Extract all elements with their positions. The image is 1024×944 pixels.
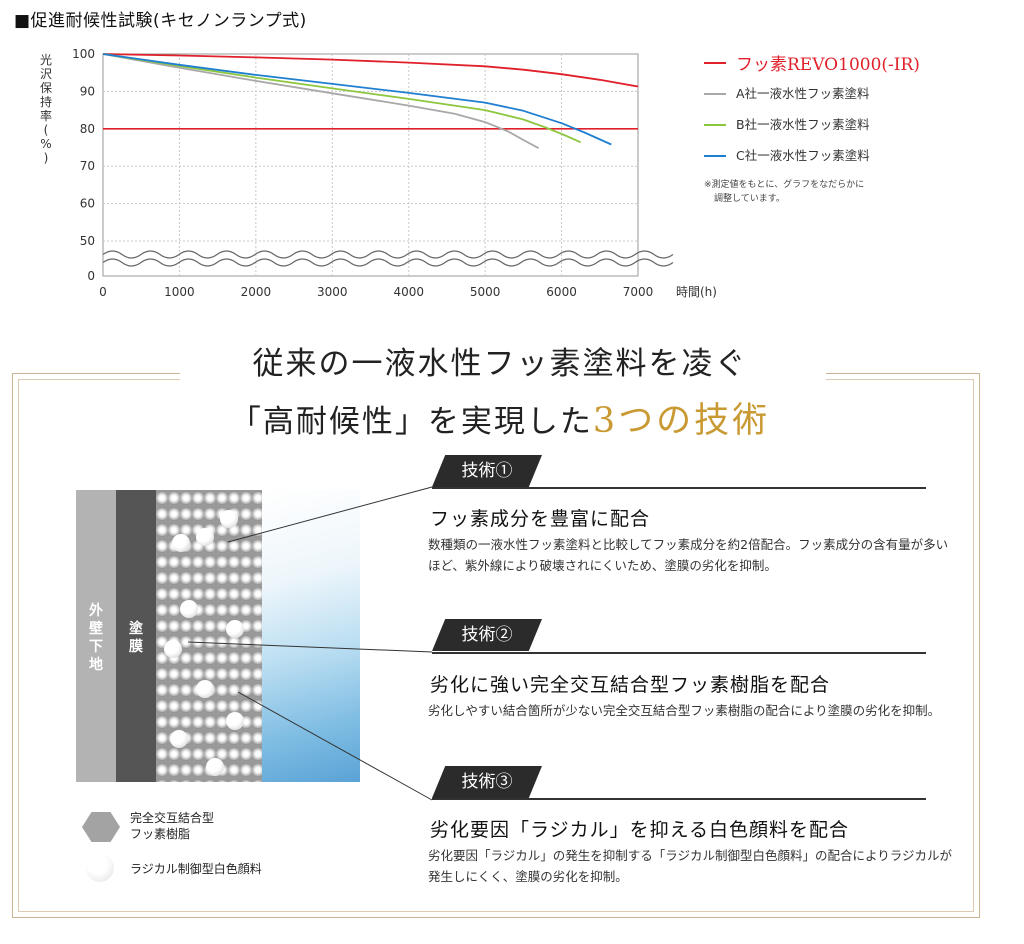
pigment-particle (226, 620, 244, 638)
x-tick-label: 4000 (393, 285, 424, 299)
connector-line (227, 486, 433, 543)
y-tick-label: 100 (72, 47, 95, 61)
y-axis-label-char: 持 (40, 94, 52, 109)
pigment-particle (226, 712, 244, 730)
technique-3-title: 劣化要因「ラジカル」を抑える白色顔料を配合 (430, 819, 850, 841)
pigment-particle (206, 758, 224, 776)
pigment-particle (220, 510, 238, 528)
y-axis-label-char: 率 (40, 108, 52, 123)
technique-3-rule (432, 798, 926, 800)
substrate-label: 外壁下地 (89, 603, 103, 673)
technique-1-title: フッ素成分を豊富に配合 (430, 508, 651, 530)
headline-line1: 従来の一液水性フッ素塗料を凌ぐ (252, 346, 748, 382)
series-line (102, 53, 582, 144)
legend-swatch (704, 62, 726, 64)
pigment-legend-label: ラジカル制御型白色顔料 (130, 862, 262, 876)
coating-cross-section: 外壁下地 塗膜 (76, 490, 360, 782)
x-tick-label: 6000 (546, 285, 577, 299)
y-axis-label-char: ( (44, 123, 49, 137)
headline-prefix: 「高耐候性」を実現した (229, 404, 593, 440)
pigment-particle (180, 600, 198, 618)
hexagon-icon (82, 812, 120, 842)
section-title: ■促進耐候性試験(キセノンランプ式) (14, 11, 307, 31)
connector-line (187, 641, 433, 653)
title-background (180, 362, 826, 392)
y-axis-label-char: 沢 (40, 67, 52, 81)
sky-image (262, 490, 360, 782)
technique-2-tag: 技術② (432, 619, 542, 651)
y-tick-label: 60 (80, 197, 95, 211)
x-tick-label: 5000 (470, 285, 501, 299)
legend-label: C社一液水性フッ素塗料 (736, 148, 870, 163)
chart-note-line: ※測定値をもとに、グラフをなだらかに (704, 180, 865, 190)
technique-2-rule (432, 652, 926, 654)
series-line (102, 53, 612, 146)
technique-3-tag: 技術③ (432, 766, 542, 798)
resin-legend-line: 完全交互結合型 (130, 811, 215, 825)
legend-swatch (704, 155, 726, 157)
legend-swatch (704, 124, 726, 126)
y-tick-label: 90 (80, 84, 95, 98)
sphere-icon (86, 854, 114, 882)
headline-line2: 「高耐候性」を実現した3つの技術 (0, 392, 1000, 443)
x-tick-label: 1000 (164, 285, 195, 299)
pigment-particle (196, 680, 214, 698)
technique-1-rule (432, 487, 926, 489)
y-tick-label: 0 (87, 269, 95, 283)
legend-label: フッ素REVO1000(-IR) (736, 55, 920, 75)
legend-swatch (704, 93, 726, 95)
series-line (102, 53, 639, 88)
y-axis-label-char: ) (44, 151, 49, 165)
pigment-particle (170, 730, 188, 748)
x-tick-label: 7000 (623, 285, 654, 299)
coating-layer (116, 490, 156, 782)
y-axis-label-char: % (40, 137, 51, 151)
technique-2-title: 劣化に強い完全交互結合型フッ素樹脂を配合 (430, 674, 831, 696)
legend-label: A社一液水性フッ素塗料 (736, 86, 870, 101)
y-tick-label: 80 (80, 122, 95, 136)
technique-1-tag: 技術① (432, 455, 542, 487)
pigment-particle (196, 528, 214, 546)
axis-break-wave (102, 258, 674, 267)
y-tick-label: 70 (80, 159, 95, 173)
axis-break-wave (102, 250, 674, 259)
pigment-particle (164, 640, 182, 658)
x-tick-label: 2000 (241, 285, 272, 299)
coating-label: 塗膜 (129, 621, 143, 655)
series-line (102, 53, 540, 149)
y-axis-label-char: 保 (40, 81, 52, 95)
resin-legend-line: フッ素樹脂 (130, 827, 191, 841)
y-axis-label-char: 光 (40, 53, 52, 67)
pigment-particle (172, 534, 190, 552)
chart-note: ※測定値をもとに、グラフをなだらかに 調整しています。 (704, 178, 944, 206)
x-axis-label: 時間(h) (676, 285, 717, 299)
plot-frame (102, 53, 639, 277)
technique-1-body: 数種類の一液水性フッ素塗料と比較してフッ素成分を約2倍配合。フッ素成分の含有量が… (428, 537, 949, 573)
connector-line (237, 691, 433, 801)
y-tick-label: 50 (80, 234, 95, 248)
x-tick-label: 3000 (317, 285, 348, 299)
chart-note-line: 調整しています。 (714, 194, 785, 204)
headline-accent: 3つの技術 (592, 401, 771, 441)
technique-2-body: 劣化しやすい結合箇所が少ない完全交互結合型フッ素樹脂の配合により塗膜の劣化を抑制… (428, 703, 941, 718)
resin-legend-label: 完全交互結合型 フッ素樹脂 (130, 810, 310, 842)
technique-3-body: 劣化要因「ラジカル」の発生を抑制する「ラジカル制御型白色顔料」の配合によりラジカ… (428, 848, 953, 884)
substrate-layer (76, 490, 116, 782)
legend-label: B社一液水性フッ素塗料 (736, 117, 870, 132)
x-tick-label: 0 (99, 285, 107, 299)
